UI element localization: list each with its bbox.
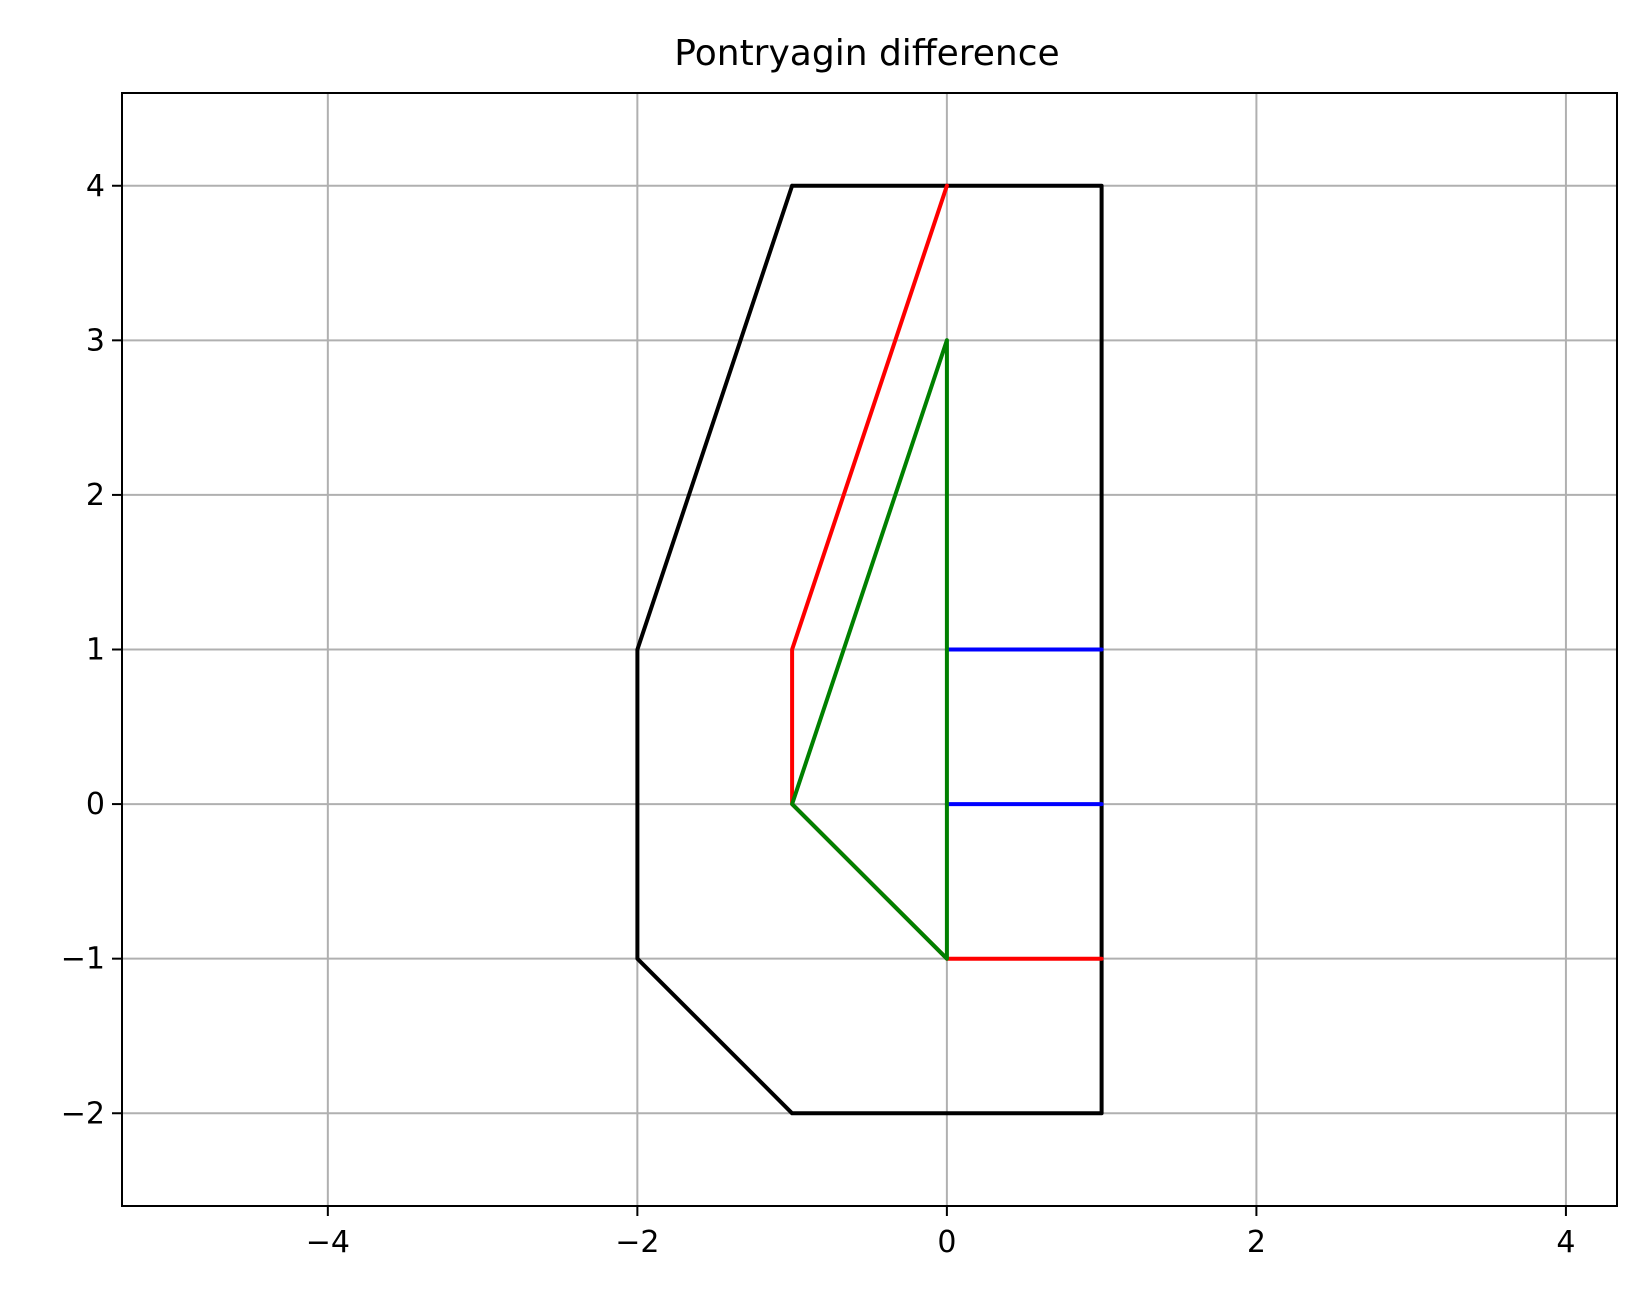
series-layer xyxy=(635,183,1104,1116)
x-tick-label: 0 xyxy=(937,1225,956,1260)
x-tick-label: −4 xyxy=(306,1225,350,1260)
x-tick-label: 4 xyxy=(1556,1225,1575,1260)
x-tick-label: −2 xyxy=(615,1225,659,1260)
chart-title: Pontryagin difference xyxy=(674,33,1059,74)
series-line-0 xyxy=(635,183,1104,1116)
y-tick-label: 2 xyxy=(86,478,105,513)
y-tick-label: 0 xyxy=(86,787,105,822)
y-tick-label: 4 xyxy=(86,169,105,204)
grid-layer xyxy=(122,93,1617,1206)
x-tick-label: 2 xyxy=(1247,1225,1266,1260)
y-tick-label: 3 xyxy=(86,323,105,358)
y-tick-label: −1 xyxy=(61,942,105,977)
series-line-4 xyxy=(790,338,949,961)
tick-layer: −4 −2 0 2 4 −2 −1 0 1 2 3 4 xyxy=(61,169,1576,1260)
y-tick-label: −2 xyxy=(61,1096,105,1131)
y-tick-label: 1 xyxy=(86,633,105,668)
